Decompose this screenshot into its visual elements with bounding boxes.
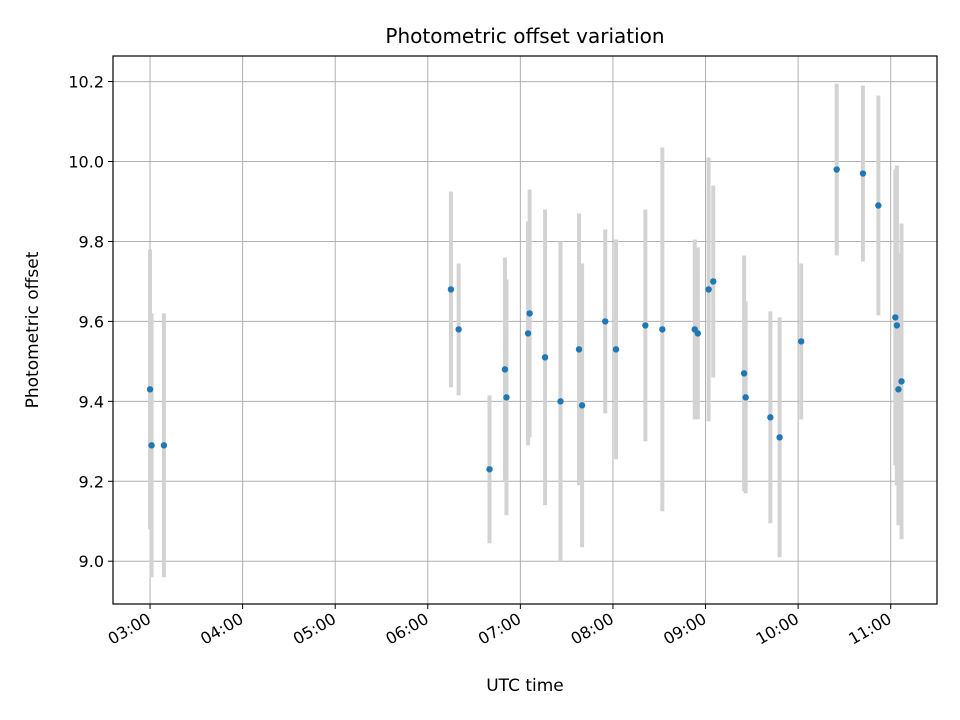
data-point [160,442,168,449]
data-points [146,166,905,473]
data-point [776,434,783,441]
data-point [526,310,533,317]
y-tick-label: 10.0 [68,153,104,172]
data-point [859,170,867,177]
x-axis-label: UTC time [486,676,564,696]
data-point [895,386,902,393]
y-axis-label: Photometric offset [23,251,43,408]
data-point [602,318,609,325]
data-point [541,354,549,361]
data-point [898,378,905,385]
data-point [486,466,493,473]
data-point [705,286,712,293]
data-point [694,330,702,337]
data-point [148,442,155,449]
data-point [455,326,462,333]
data-point [893,322,901,329]
y-tick-label: 9.8 [79,232,104,251]
data-point [447,286,455,293]
data-point [146,386,154,393]
data-point [740,370,748,377]
y-tick-label: 9.2 [79,472,104,491]
data-point [798,338,805,345]
data-point [833,166,840,173]
data-point [642,322,649,329]
data-point [875,202,882,209]
data-point [524,330,532,337]
y-tick-label: 9.6 [79,312,104,331]
data-point [767,414,774,421]
data-point [742,394,749,401]
data-point [501,366,509,373]
data-point [578,402,586,409]
data-point [503,394,510,401]
grid [113,56,937,604]
y-tick-label: 9.4 [79,392,104,411]
data-point [575,346,583,353]
y-tick-label: 9.0 [79,552,104,571]
data-point [612,346,620,353]
data-point [659,326,666,333]
chart-title: Photometric offset variation [385,24,664,48]
data-point [557,398,564,405]
y-tick-label: 10.2 [68,73,104,92]
axes-frame [112,55,938,605]
data-point [710,278,717,285]
data-point [892,314,899,321]
